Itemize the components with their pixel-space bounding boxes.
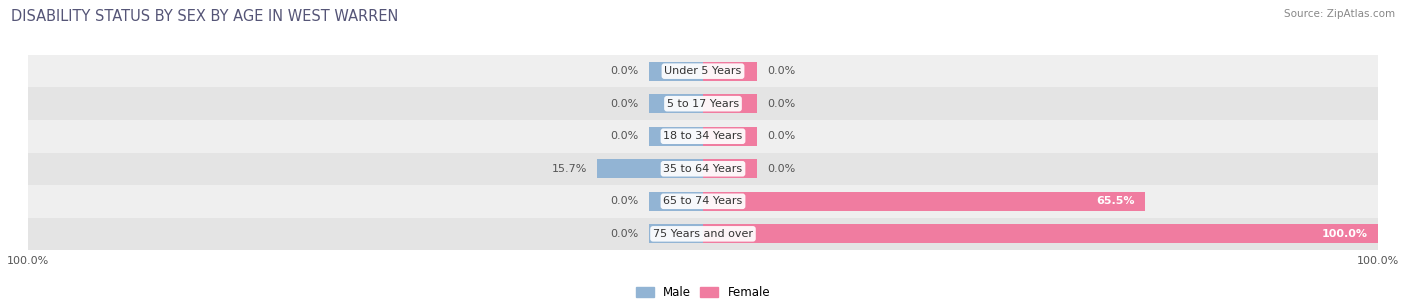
Text: 0.0%: 0.0%	[610, 131, 638, 141]
Text: 65 to 74 Years: 65 to 74 Years	[664, 196, 742, 206]
Text: 0.0%: 0.0%	[768, 164, 796, 174]
Text: 15.7%: 15.7%	[551, 164, 586, 174]
Text: 0.0%: 0.0%	[610, 196, 638, 206]
Bar	[703, 192, 1144, 211]
Text: 65.5%: 65.5%	[1097, 196, 1135, 206]
Bar	[703, 127, 756, 146]
Text: 18 to 34 Years: 18 to 34 Years	[664, 131, 742, 141]
Text: 0.0%: 0.0%	[768, 131, 796, 141]
Bar	[598, 159, 703, 178]
Bar	[650, 62, 703, 81]
Bar	[28, 152, 1378, 185]
Bar	[28, 120, 1378, 152]
Legend: Male, Female: Male, Female	[636, 286, 770, 299]
Text: 0.0%: 0.0%	[610, 99, 638, 109]
Text: 0.0%: 0.0%	[768, 66, 796, 76]
Bar	[28, 55, 1378, 88]
Text: 5 to 17 Years: 5 to 17 Years	[666, 99, 740, 109]
Bar	[703, 62, 756, 81]
Text: 0.0%: 0.0%	[768, 99, 796, 109]
Text: Source: ZipAtlas.com: Source: ZipAtlas.com	[1284, 9, 1395, 19]
Bar	[650, 94, 703, 113]
Text: 75 Years and over: 75 Years and over	[652, 229, 754, 239]
Bar	[28, 217, 1378, 250]
Text: Under 5 Years: Under 5 Years	[665, 66, 741, 76]
Bar	[703, 224, 1378, 243]
Bar	[28, 88, 1378, 120]
Bar	[650, 127, 703, 146]
Bar	[650, 224, 703, 243]
Text: 100.0%: 100.0%	[1322, 229, 1368, 239]
Text: 0.0%: 0.0%	[610, 229, 638, 239]
Bar	[650, 192, 703, 211]
Bar	[703, 159, 756, 178]
Text: DISABILITY STATUS BY SEX BY AGE IN WEST WARREN: DISABILITY STATUS BY SEX BY AGE IN WEST …	[11, 9, 399, 24]
Bar	[703, 94, 756, 113]
Text: 0.0%: 0.0%	[610, 66, 638, 76]
Bar	[28, 185, 1378, 217]
Text: 35 to 64 Years: 35 to 64 Years	[664, 164, 742, 174]
